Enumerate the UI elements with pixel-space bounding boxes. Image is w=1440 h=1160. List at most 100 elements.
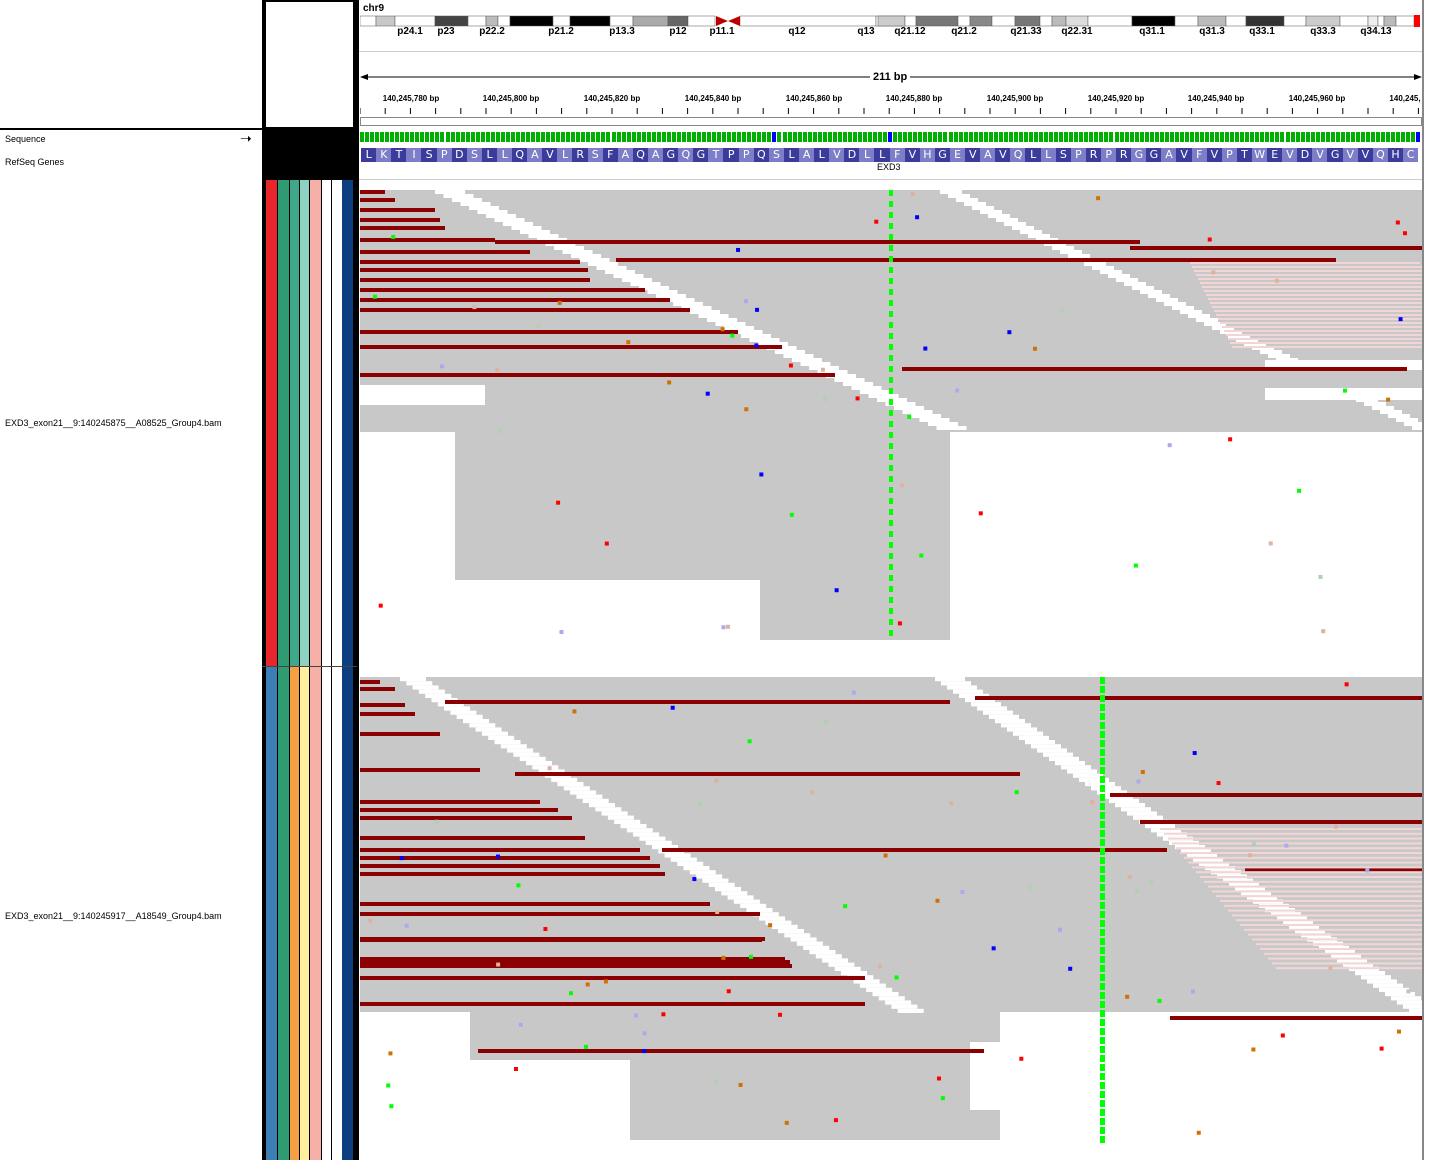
read-gap (475, 727, 502, 732)
attribute-cell[interactable] (266, 180, 278, 666)
attribute-cell[interactable] (300, 180, 310, 666)
read-gap (988, 214, 1010, 218)
attribute-cell[interactable] (266, 667, 278, 1160)
amino-acid: D (451, 148, 468, 162)
sequence-base (1396, 132, 1401, 142)
insertion-bar (360, 732, 440, 736)
sequence-base (651, 132, 656, 142)
mismatch-base (1365, 868, 1370, 873)
sequence-base (1028, 132, 1033, 142)
sequence-track[interactable] (360, 132, 1422, 142)
sequence-base (360, 132, 364, 142)
mismatch-base (738, 1082, 743, 1087)
sequence-base (510, 132, 515, 142)
sequence-base (450, 132, 455, 142)
read-gap (698, 314, 729, 318)
refseq-track-label[interactable]: RefSeq Genes (5, 157, 65, 167)
amino-acid: L (1025, 148, 1041, 162)
read-gap (622, 278, 652, 282)
mismatch-base (1386, 397, 1391, 402)
sequence-base (1079, 132, 1084, 142)
sequence-base (1345, 132, 1350, 142)
sequence-base (1154, 132, 1159, 142)
bam1-track-label[interactable]: EXD3_exon21__9:140245875__A08525_Group4.… (5, 418, 222, 428)
ideogram-band (360, 15, 377, 27)
attribute-cell[interactable] (310, 667, 322, 1160)
mismatch-column-a (889, 322, 893, 328)
read-gap (841, 971, 867, 976)
sequence-base (1114, 132, 1119, 142)
attribute-cell[interactable] (322, 667, 332, 1160)
band-label: q33.1 (1249, 26, 1275, 37)
attribute-cell[interactable] (310, 180, 322, 666)
ideogram-band (509, 15, 554, 27)
sequence-base (611, 132, 616, 142)
read-gap (579, 258, 610, 262)
faint-read (1180, 852, 1422, 854)
mismatch-base (1029, 885, 1034, 890)
faint-read (1228, 338, 1422, 340)
read-gap (1337, 958, 1367, 963)
sequence-base (923, 132, 928, 142)
alignment-tracks[interactable] (360, 180, 1422, 1160)
mismatch-base (949, 801, 954, 806)
sequence-base (1376, 132, 1381, 142)
read-gap (557, 782, 584, 787)
arrow-right-icon[interactable]: ➝ (240, 130, 252, 146)
read-gap (1007, 727, 1037, 732)
sequence-base (1335, 132, 1340, 142)
read-gap (626, 828, 653, 833)
ruler-tick-label: 140,245,860 bp (785, 94, 843, 103)
band-label: p12 (669, 26, 687, 37)
read-gap (817, 370, 848, 374)
mismatch-column-a (889, 498, 893, 504)
mismatch-base (1157, 998, 1162, 1003)
sequence-base (500, 132, 505, 142)
amino-acid: K (376, 148, 392, 162)
gene-name-exd3[interactable]: EXD3 (877, 162, 901, 172)
mismatch-base (923, 346, 928, 351)
bam2-track-label[interactable]: EXD3_exon21__9:140245917__A18549_Group4.… (5, 911, 222, 921)
mismatch-base (1057, 927, 1062, 932)
attribute-cell[interactable] (342, 180, 353, 666)
attribute-cell[interactable] (290, 180, 300, 666)
sequence-base (1174, 132, 1179, 142)
sequence-base (581, 132, 586, 142)
sequence-base (1089, 132, 1094, 142)
read-gap (1409, 1008, 1422, 1013)
attribute-columns[interactable] (266, 130, 353, 1160)
mismatch-base (822, 397, 827, 402)
mismatch-column-a (1100, 713, 1105, 720)
sequence-base (576, 132, 581, 142)
attribute-cell[interactable] (278, 180, 290, 666)
read-gap (885, 402, 916, 406)
sequence-base (1391, 132, 1396, 142)
amino-acid: P (1070, 148, 1087, 162)
ideogram-band (1065, 15, 1089, 27)
sequence-base (1230, 132, 1235, 142)
attribute-cell[interactable] (278, 667, 290, 1160)
read-gap (732, 330, 763, 334)
mismatch-column-a (889, 201, 893, 207)
sequence-base (1340, 132, 1345, 142)
read-gap (1097, 790, 1127, 795)
read-gap (792, 358, 822, 362)
chromosome-ideogram[interactable] (360, 15, 1422, 27)
read-gap (562, 250, 593, 254)
attribute-cell[interactable] (290, 667, 300, 1160)
amino-acid: D (1297, 148, 1313, 162)
sequence-base (948, 132, 953, 142)
attribute-cell[interactable] (300, 667, 310, 1160)
read-gap (902, 410, 933, 414)
sequence-track-label[interactable]: Sequence (5, 134, 46, 144)
amino-acid: L (814, 148, 830, 162)
mismatch-column-a (1100, 803, 1105, 810)
sequence-base (1250, 132, 1255, 142)
read-gap (551, 777, 578, 782)
attribute-cell[interactable] (322, 180, 332, 666)
mismatch-base (907, 414, 912, 419)
mismatch-column-a (1100, 983, 1105, 990)
sequence-base (883, 132, 888, 142)
mismatch-column-a (889, 355, 893, 361)
attribute-cell[interactable] (342, 667, 353, 1160)
